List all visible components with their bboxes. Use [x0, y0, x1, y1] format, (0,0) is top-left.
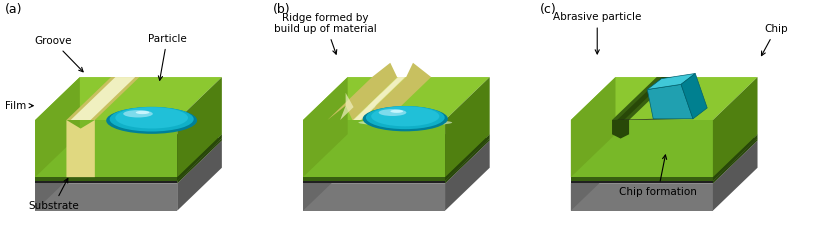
Text: Chip formation: Chip formation	[620, 155, 697, 197]
Ellipse shape	[107, 107, 197, 134]
Ellipse shape	[372, 106, 439, 126]
Polygon shape	[35, 141, 222, 183]
Polygon shape	[445, 77, 489, 177]
Polygon shape	[67, 120, 95, 177]
Text: Groove: Groove	[35, 36, 83, 72]
Polygon shape	[571, 141, 615, 211]
Polygon shape	[681, 73, 707, 119]
Ellipse shape	[115, 107, 188, 128]
Polygon shape	[571, 138, 758, 181]
Polygon shape	[303, 141, 348, 211]
Text: (c): (c)	[540, 3, 556, 16]
Polygon shape	[35, 120, 177, 177]
Polygon shape	[35, 134, 222, 177]
Text: Film: Film	[5, 101, 33, 111]
Polygon shape	[177, 141, 222, 211]
Polygon shape	[35, 181, 177, 183]
Ellipse shape	[363, 106, 448, 131]
Text: Abrasive particle: Abrasive particle	[553, 12, 641, 54]
Polygon shape	[571, 141, 758, 183]
Polygon shape	[303, 183, 445, 211]
Polygon shape	[713, 138, 758, 183]
Polygon shape	[328, 63, 397, 120]
Ellipse shape	[379, 109, 406, 116]
Polygon shape	[340, 93, 354, 120]
Polygon shape	[713, 141, 758, 211]
Polygon shape	[177, 77, 222, 177]
Polygon shape	[177, 138, 222, 183]
Polygon shape	[35, 77, 222, 120]
Polygon shape	[571, 77, 758, 120]
Ellipse shape	[136, 111, 150, 114]
Polygon shape	[35, 177, 177, 181]
Polygon shape	[303, 138, 489, 181]
Polygon shape	[647, 84, 693, 119]
Polygon shape	[303, 77, 348, 177]
Polygon shape	[571, 77, 615, 177]
Ellipse shape	[124, 110, 153, 117]
Polygon shape	[571, 134, 758, 177]
Ellipse shape	[359, 120, 452, 126]
Polygon shape	[612, 119, 693, 120]
Polygon shape	[35, 77, 80, 177]
Polygon shape	[35, 183, 177, 211]
Text: (a): (a)	[5, 3, 22, 16]
Polygon shape	[177, 134, 222, 181]
Polygon shape	[445, 141, 489, 211]
Polygon shape	[303, 181, 445, 183]
Polygon shape	[35, 138, 222, 181]
Polygon shape	[571, 120, 713, 177]
Polygon shape	[71, 77, 135, 120]
Polygon shape	[67, 77, 140, 120]
Ellipse shape	[110, 107, 193, 132]
Polygon shape	[35, 141, 80, 211]
Polygon shape	[303, 141, 489, 183]
Text: Chip: Chip	[762, 24, 788, 56]
Polygon shape	[612, 120, 629, 138]
Polygon shape	[647, 73, 695, 90]
Polygon shape	[571, 181, 713, 183]
Text: (b): (b)	[272, 3, 290, 16]
Polygon shape	[303, 134, 489, 177]
Polygon shape	[713, 134, 758, 181]
Polygon shape	[612, 77, 674, 120]
Polygon shape	[303, 77, 489, 120]
Text: Ridge formed by
build up of material: Ridge formed by build up of material	[274, 13, 376, 54]
Polygon shape	[303, 177, 445, 181]
Polygon shape	[445, 138, 489, 183]
Ellipse shape	[366, 106, 445, 129]
Polygon shape	[353, 77, 406, 120]
Polygon shape	[303, 120, 445, 177]
Polygon shape	[571, 177, 713, 181]
Polygon shape	[362, 93, 382, 120]
Polygon shape	[713, 77, 758, 177]
Polygon shape	[362, 63, 431, 120]
Polygon shape	[354, 77, 405, 120]
Ellipse shape	[390, 110, 403, 113]
Text: Substrate: Substrate	[28, 179, 79, 211]
Polygon shape	[617, 77, 668, 120]
Polygon shape	[445, 134, 489, 181]
Polygon shape	[571, 183, 713, 211]
Text: Particle: Particle	[148, 34, 186, 80]
